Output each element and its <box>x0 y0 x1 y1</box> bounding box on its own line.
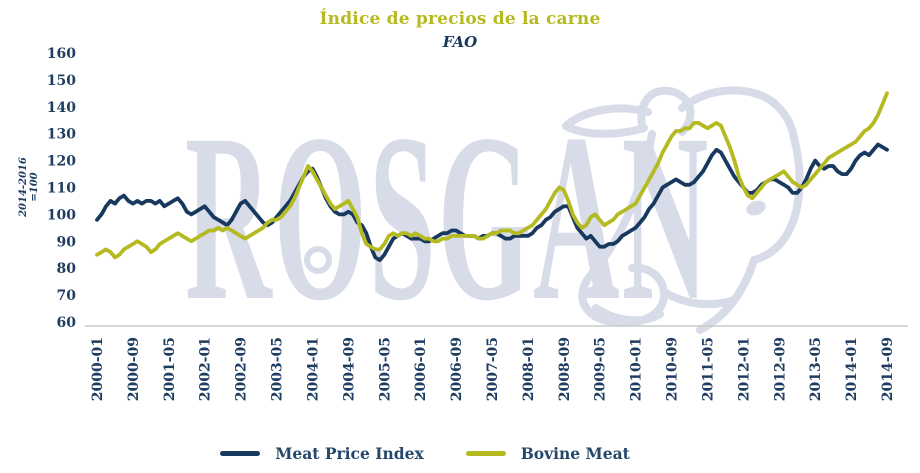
y-axis-unit-label: 2014-2016 =100 <box>18 157 40 217</box>
y-tick-label: 80 <box>57 261 77 277</box>
x-tick-label: 2012-01 <box>736 337 752 401</box>
y-tick-label: 160 <box>47 46 76 62</box>
meat-price-index-line-swatch-icon <box>220 450 261 456</box>
legend-item-bovine-meat: Bovine Meat <box>465 443 630 463</box>
x-tick-label: 2006-01 <box>413 337 429 401</box>
bull-head-watermark-icon <box>562 86 804 334</box>
y-tick-label: 100 <box>47 207 76 223</box>
y-tick-label: 150 <box>47 73 76 89</box>
x-tick-label: 2005-05 <box>377 337 393 401</box>
bovine-meat-line-swatch-icon <box>465 450 506 456</box>
y-tick-label: 120 <box>47 154 76 170</box>
x-tick-label: 2009-05 <box>593 337 609 401</box>
x-tick-label: 2002-09 <box>234 337 250 401</box>
x-tick-label: 2000-01 <box>90 337 106 401</box>
x-tick-label: 2000-09 <box>126 337 142 401</box>
x-tick-label: 2011-05 <box>701 337 717 401</box>
x-tick-label: 2014-01 <box>844 337 860 401</box>
chart-title: Índice de precios de la carne <box>319 9 601 29</box>
x-tick-label: 2014-09 <box>880 337 896 401</box>
y-tick-label: 60 <box>57 315 77 331</box>
x-tick-label: 2008-01 <box>521 337 537 401</box>
y-tick-label: 140 <box>47 100 76 116</box>
legend-label-meat-price-index: Meat Price Index <box>275 443 424 463</box>
x-tick-label: 2004-09 <box>341 337 357 401</box>
x-tick-label: 2010-09 <box>665 337 681 401</box>
x-tick-label: 2007-05 <box>485 337 501 401</box>
series-line-bovine-meat <box>95 91 889 260</box>
chart-subtitle: FAO <box>442 33 478 51</box>
x-tick-label: 2003-05 <box>270 337 286 401</box>
x-tick-label: 2002-01 <box>198 337 214 401</box>
x-tick-label: 2004-01 <box>306 337 322 401</box>
rosgan-o-ring-icon <box>304 246 332 274</box>
x-tick-label: 2001-05 <box>162 337 178 401</box>
series-line-meat-price-index <box>95 142 889 263</box>
x-tick-label: 2013-05 <box>808 337 824 401</box>
legend: Meat Price Index Bovine Meat <box>0 438 920 468</box>
y-tick-label: 90 <box>57 234 77 250</box>
y-tick-label: 70 <box>57 288 77 304</box>
x-tick-label: 2006-09 <box>449 337 465 401</box>
legend-item-meat-price-index: Meat Price Index <box>220 443 424 463</box>
y-tick-label: 110 <box>47 181 76 197</box>
x-tick-label: 2012-09 <box>772 337 788 401</box>
legend-label-bovine-meat: Bovine Meat <box>520 443 630 463</box>
y-tick-label: 130 <box>47 127 76 143</box>
x-tick-label: 2008-09 <box>557 337 573 401</box>
x-tick-label: 2010-01 <box>629 337 645 401</box>
